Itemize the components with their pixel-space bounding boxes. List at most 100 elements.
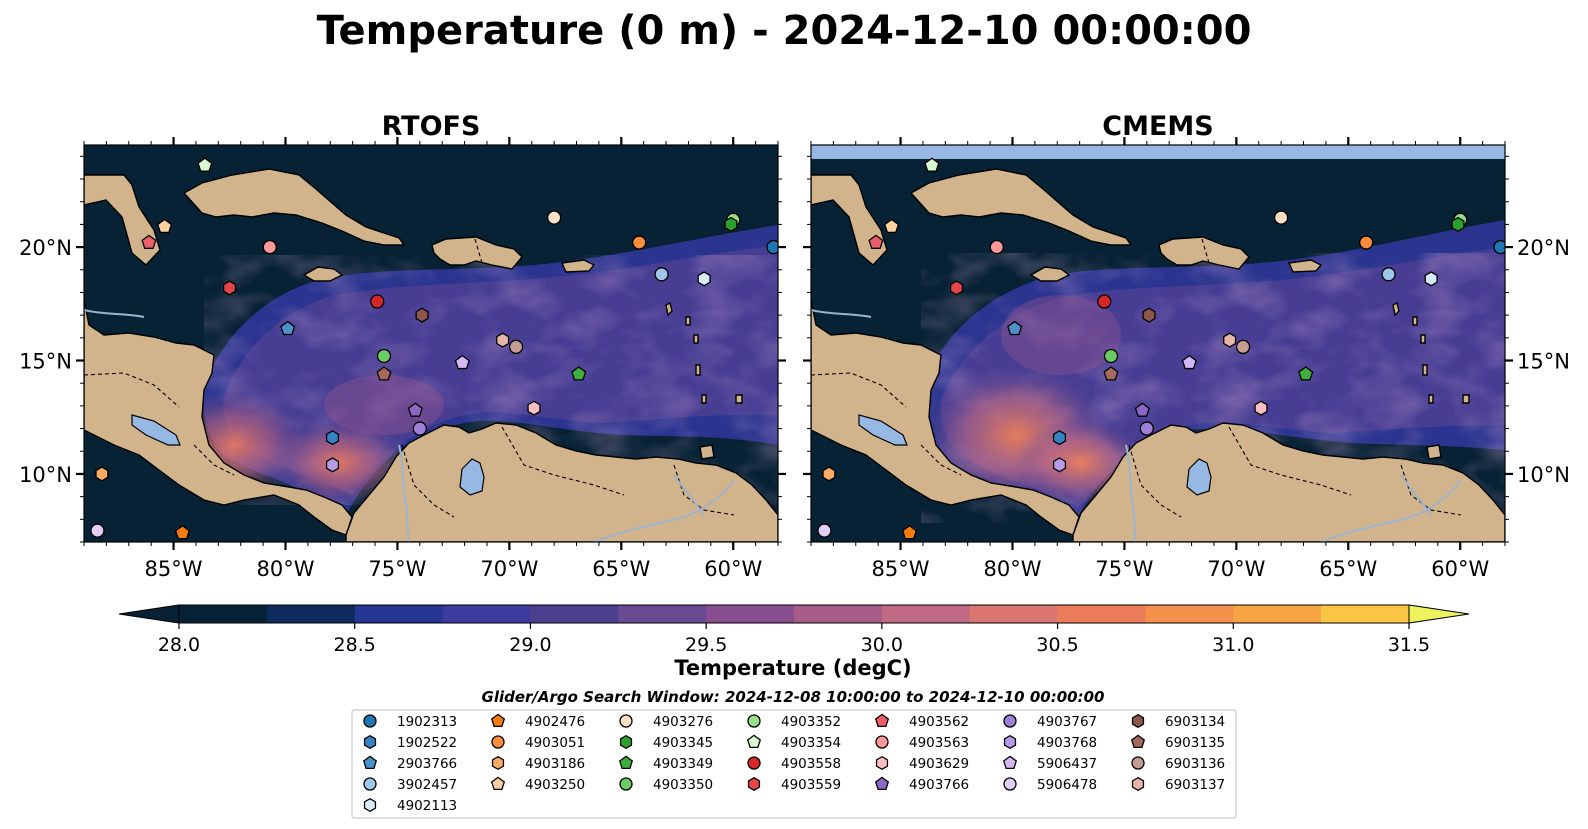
float-marker-6903136 [1235, 339, 1251, 355]
legend-entry-4903766: 4903766 [874, 776, 969, 793]
lon-tick-label: 65°W [1319, 557, 1377, 581]
float-marker-4903629 [527, 400, 541, 416]
float-marker-1902522 [325, 430, 340, 446]
legend-marker [362, 755, 378, 769]
legend-entry-3902457: 3902457 [363, 777, 457, 793]
colorbar-segment [530, 605, 619, 623]
colorbar-extend-high [1408, 604, 1470, 624]
float-marker-4902113 [1424, 271, 1438, 287]
float-marker-4903250 [884, 218, 900, 234]
float-marker-4903354 [924, 157, 940, 172]
legend-marker [490, 713, 506, 727]
legend-label: 4903767 [1037, 714, 1097, 730]
float-marker-1902522 [1052, 430, 1067, 446]
float-marker-6903134 [1142, 307, 1156, 323]
float-marker-4903558 [1097, 294, 1112, 309]
colorbar-tick-label: 29.0 [509, 634, 551, 656]
legend-label: 4903562 [909, 714, 969, 730]
legend-entry-6903135: 6903135 [1130, 734, 1225, 751]
legend-entry-6903136: 6903136 [1131, 756, 1225, 772]
float-marker-4903768 [325, 457, 340, 473]
float-marker-4902476 [174, 524, 191, 540]
legend-marker [747, 756, 761, 770]
float-marker-4903766 [407, 402, 423, 417]
lon-tick-label: 65°W [592, 557, 650, 581]
float-marker-1902313 [766, 239, 778, 255]
legend-entry-4903562: 4903562 [874, 713, 969, 730]
legend-label: 4903349 [653, 756, 713, 772]
legend-label: 4903345 [653, 735, 713, 751]
legend-entry-4903276: 4903276 [619, 714, 713, 730]
legend-entry-4903186: 4903186 [491, 755, 585, 772]
float-marker-5906437 [454, 354, 470, 370]
float-marker-4903051 [1359, 235, 1374, 250]
legend-entry-4902476: 4902476 [490, 713, 585, 730]
colorbar-frame [178, 604, 1410, 624]
lon-tick-label: 75°W [368, 557, 426, 581]
float-marker-6903137 [496, 332, 510, 348]
legend-marker [491, 755, 505, 771]
float-marker-4903767 [1139, 421, 1154, 436]
float-marker-4903558 [370, 294, 385, 309]
lon-tick-label: 80°W [983, 557, 1041, 581]
float-marker-2903766 [1007, 320, 1023, 336]
legend-label: 6903137 [1165, 777, 1225, 793]
legend-marker [1131, 713, 1145, 729]
legend-marker [1002, 755, 1018, 769]
legend-entry-4903559: 4903559 [747, 776, 841, 793]
float-marker-4903563 [989, 239, 1004, 255]
legend-entry-4903349: 4903349 [618, 755, 713, 772]
colorbar-segment [969, 605, 1059, 623]
legend-marker [363, 777, 377, 791]
float-marker-3902457 [1381, 267, 1396, 282]
colorbar-segment [1233, 605, 1322, 623]
float-markers-cmems [817, 157, 1505, 540]
float-marker-4903349 [1298, 366, 1314, 381]
legend-label: 6903134 [1165, 714, 1225, 730]
legend-label: 4903276 [653, 714, 713, 730]
float-marker-4903562 [141, 234, 157, 249]
map-frame [83, 144, 779, 543]
colorbar-label: Temperature (degC) [674, 656, 911, 680]
legend-label: 4903766 [909, 777, 969, 793]
colorbar-segment [442, 605, 532, 623]
colorbar-segment [1145, 605, 1234, 623]
legend-label: 1902522 [397, 735, 457, 751]
map-panel-rtofs: RTOFS [19, 111, 786, 581]
legend-label: 4903250 [525, 777, 585, 793]
legend-label: 5906437 [1037, 756, 1097, 772]
legend-marker [1003, 714, 1017, 728]
float-legend: 1902313 1902522 2903766 3902457 4902113 49024… [351, 709, 1237, 819]
colorbar-segment [266, 605, 356, 623]
float-marker-4903354 [197, 157, 213, 172]
float-marker-6903137 [1223, 332, 1237, 348]
legend-marker [490, 776, 506, 790]
legend-label: 4903352 [781, 714, 841, 730]
colorbar-tick-label: 29.5 [685, 634, 727, 656]
float-markers-rtofs [90, 157, 778, 540]
legend-entry-5906478: 5906478 [1003, 777, 1097, 793]
legend-label: 5906478 [1037, 777, 1097, 793]
legend-marker [491, 735, 505, 749]
float-marker-4903768 [1052, 457, 1067, 473]
legend-marker [875, 755, 889, 771]
float-marker-4902476 [901, 524, 918, 540]
legend-marker [746, 734, 762, 748]
colorbar-tick-label: 28.5 [334, 634, 376, 656]
float-marker-4903350 [1103, 348, 1119, 364]
lon-tick-label: 60°W [704, 557, 762, 581]
lon-tick-label: 60°W [1431, 557, 1489, 581]
legend-entry-4903250: 4903250 [490, 776, 585, 793]
legend-label: 2903766 [397, 756, 457, 772]
legend-entry-4903350: 4903350 [619, 777, 713, 793]
legend-marker [874, 776, 890, 790]
float-marker-4903345 [724, 216, 738, 232]
legend-label: 4903051 [525, 735, 585, 751]
lon-tick-label: 70°W [1207, 557, 1265, 581]
legend-entry-6903137: 6903137 [1131, 776, 1225, 793]
legend-entry-4903352: 4903352 [747, 714, 841, 730]
legend-entry-4903354: 4903354 [746, 734, 841, 751]
legend-entry-4902113: 4902113 [363, 797, 457, 814]
colorbar-segment [618, 605, 707, 623]
lat-tick-label: 10°N [1517, 463, 1570, 487]
